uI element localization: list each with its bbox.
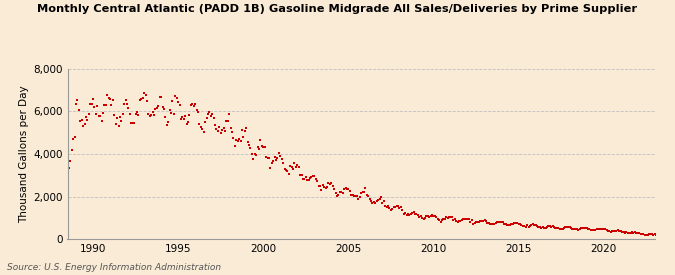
Text: Source: U.S. Energy Information Administration: Source: U.S. Energy Information Administ… — [7, 263, 221, 272]
Y-axis label: Thousand Gallons per Day: Thousand Gallons per Day — [19, 85, 29, 223]
Text: Monthly Central Atlantic (PADD 1B) Gasoline Midgrade All Sales/Deliveries by Pri: Monthly Central Atlantic (PADD 1B) Gasol… — [37, 4, 638, 14]
